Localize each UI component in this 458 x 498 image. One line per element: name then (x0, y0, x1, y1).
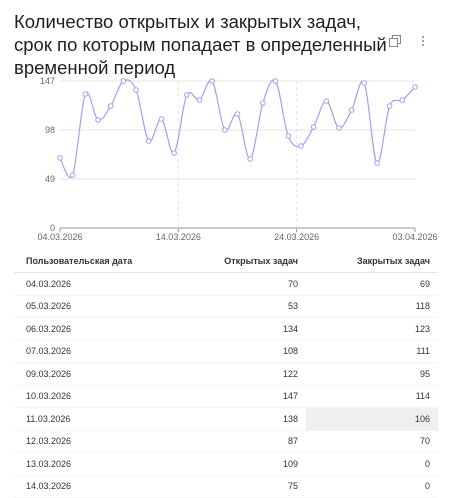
cell-open: 109 (174, 452, 306, 476)
cell-open: 122 (174, 362, 306, 386)
cell-closed: 0 (306, 452, 438, 476)
cell-closed: 95 (306, 362, 438, 386)
data-point (95, 117, 101, 123)
data-point (285, 133, 292, 139)
data-point (158, 116, 165, 122)
data-point (145, 138, 152, 144)
cell-closed: 114 (306, 385, 438, 408)
data-point (412, 84, 418, 90)
cell-date: 06.03.2026 (14, 317, 174, 341)
y-tick-label: 0 (50, 223, 55, 233)
data-point (298, 143, 304, 149)
cell-date: 10.03.2026 (14, 385, 174, 408)
column-header-closed[interactable]: Закрытых задач (306, 250, 438, 273)
data-point (209, 78, 215, 84)
cell-date: 09.03.2026 (14, 362, 174, 386)
column-header-date[interactable]: Пользовательская дата (14, 250, 174, 273)
data-table: Пользовательская дата Открытых задач Зак… (14, 250, 438, 498)
line-chart: 0 49 98 147 04.03.2026 14.03.2026 24.03.2026 03… (0, 70, 458, 248)
series-line (59, 79, 416, 179)
cell-date: 14.03.2026 (14, 475, 174, 498)
cell-open: 75 (174, 475, 306, 498)
y-tick-label: 98 (45, 125, 55, 135)
cell-open: 138 (174, 407, 306, 431)
data-point (57, 155, 63, 161)
data-point (247, 156, 253, 162)
table-row[interactable]: 11.03.2026 138 106 (14, 407, 438, 431)
cell-date: 12.03.2026 (14, 430, 174, 453)
chart-svg: 0 49 98 147 04.03.2026 14.03.2026 24.03.2026 03… (37, 76, 437, 242)
cell-open: 147 (174, 385, 306, 408)
table-header-row: Пользовательская дата Открытых задач Зак… (14, 250, 438, 273)
cell-closed: 118 (306, 295, 438, 318)
column-header-open[interactable]: Открытых задач (174, 250, 306, 273)
widget-title: Количество открытых и закрытых задач, ср… (14, 11, 387, 78)
data-point (348, 107, 355, 113)
y-tick-label: 147 (40, 76, 55, 86)
x-tick-label: 04.03.2026 (37, 232, 82, 242)
data-point (107, 103, 114, 109)
cell-date: 04.03.2026 (14, 272, 174, 296)
data-point (260, 100, 266, 106)
data-point (133, 87, 139, 93)
data-point (171, 150, 177, 156)
data-point (374, 160, 380, 166)
more-vertical-icon[interactable] (416, 34, 430, 48)
widget-actions (388, 34, 430, 48)
cell-open: 108 (174, 340, 306, 363)
table-row[interactable]: 04.03.2026 70 69 (14, 272, 438, 296)
table-row[interactable]: 10.03.2026 147 114 (14, 385, 438, 408)
data-point (222, 127, 228, 133)
table-row[interactable]: 13.03.2026 109 0 (14, 452, 438, 476)
data-point (336, 125, 342, 131)
table-row[interactable]: 14.03.2026 75 0 (14, 475, 438, 498)
data-point (361, 80, 368, 86)
data-point (82, 91, 89, 97)
cell-closed: 106 (306, 407, 438, 431)
table-row[interactable]: 09.03.2026 122 95 (14, 362, 438, 386)
data-point (196, 97, 203, 103)
data-point (69, 172, 76, 178)
data-point (234, 111, 241, 117)
cell-closed: 70 (306, 430, 438, 453)
x-tick-label: 03.04.2026 (392, 232, 437, 242)
x-tick-label: 24.03.2026 (274, 232, 319, 242)
cell-closed: 111 (306, 340, 438, 363)
data-point (272, 78, 279, 84)
table-row[interactable]: 06.03.2026 134 123 (14, 317, 438, 341)
cell-open: 70 (174, 272, 306, 296)
cell-date: 13.03.2026 (14, 452, 174, 476)
cell-date: 05.03.2026 (14, 295, 174, 318)
cell-date: 07.03.2026 (14, 340, 174, 363)
data-point (120, 78, 127, 84)
table-row[interactable]: 12.03.2026 87 70 (14, 430, 438, 453)
data-point (310, 124, 317, 130)
table-row[interactable]: 07.03.2026 108 111 (14, 340, 438, 363)
data-point (323, 98, 330, 104)
table-row[interactable]: 05.03.2026 53 118 (14, 295, 438, 318)
data-point (183, 92, 190, 98)
data-table-container: Пользовательская дата Открытых задач Зак… (14, 250, 438, 498)
cell-open: 87 (174, 430, 306, 453)
data-point (386, 103, 393, 109)
cell-date: 11.03.2026 (14, 407, 174, 431)
cell-open: 134 (174, 317, 306, 341)
cell-closed: 123 (306, 317, 438, 341)
cell-closed: 0 (306, 475, 438, 498)
data-point (399, 97, 406, 103)
y-tick-label: 49 (45, 174, 55, 184)
copy-icon[interactable] (388, 34, 402, 48)
cell-closed: 69 (306, 272, 438, 296)
x-tick-label: 14.03.2026 (156, 232, 201, 242)
cell-open: 53 (174, 295, 306, 318)
